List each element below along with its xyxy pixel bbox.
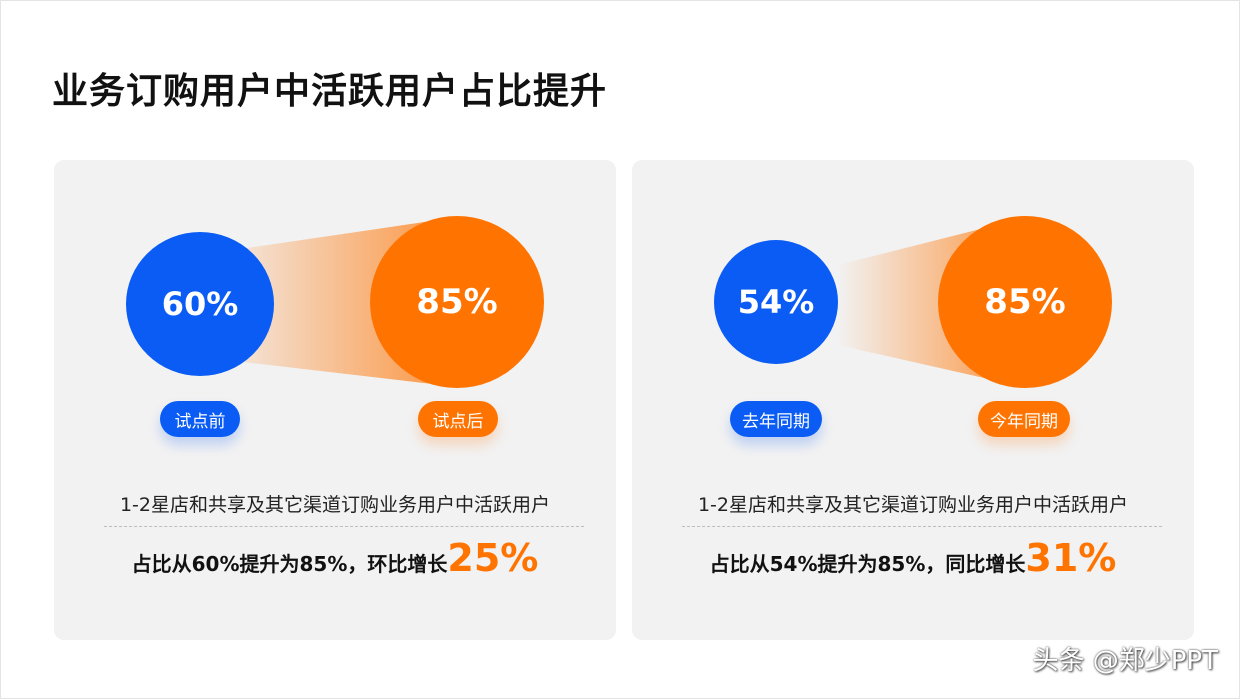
result-highlight: 25% xyxy=(447,536,539,580)
result-text: 占比从54%提升为85%，同比增长 xyxy=(709,552,1026,576)
description: 1-2星店和共享及其它渠道订购业务用户中活跃用户 xyxy=(119,494,551,516)
result-text: 占比从60%提升为85%，环比增长 xyxy=(131,552,448,576)
comparison-card-left: 60% 85% 试点前 试点后 1-2星店和共享及其它渠道订购业务用户中活跃用户… xyxy=(54,160,616,640)
after-value: 85% xyxy=(416,282,498,322)
dashed-divider xyxy=(682,526,1162,527)
description: 1-2星店和共享及其它渠道订购业务用户中活跃用户 xyxy=(697,494,1129,516)
before-value: 60% xyxy=(161,285,239,323)
before-label: 试点前 xyxy=(160,401,240,437)
page-title: 业务订购用户中活跃用户占比提升 xyxy=(52,71,608,112)
after-circle: 85% xyxy=(938,216,1112,388)
result-line: 占比从60%提升为85%，环比增长25% xyxy=(54,536,616,580)
before-circle: 54% xyxy=(714,240,838,364)
result-highlight: 31% xyxy=(1025,536,1117,580)
before-label: 去年同期 xyxy=(730,401,822,437)
watermark: 头条 @郑少PPT xyxy=(1032,646,1218,676)
before-value: 54% xyxy=(737,283,815,321)
after-value: 85% xyxy=(984,282,1066,322)
after-label: 今年同期 xyxy=(978,401,1070,437)
dashed-divider xyxy=(104,526,584,527)
after-label: 试点后 xyxy=(418,401,498,437)
before-circle: 60% xyxy=(126,232,274,376)
comparison-card-right: 54% 85% 去年同期 今年同期 1-2星店和共享及其它渠道订购业务用户中活跃… xyxy=(632,160,1194,640)
after-circle: 85% xyxy=(370,216,544,388)
result-line: 占比从54%提升为85%，同比增长31% xyxy=(632,536,1194,580)
